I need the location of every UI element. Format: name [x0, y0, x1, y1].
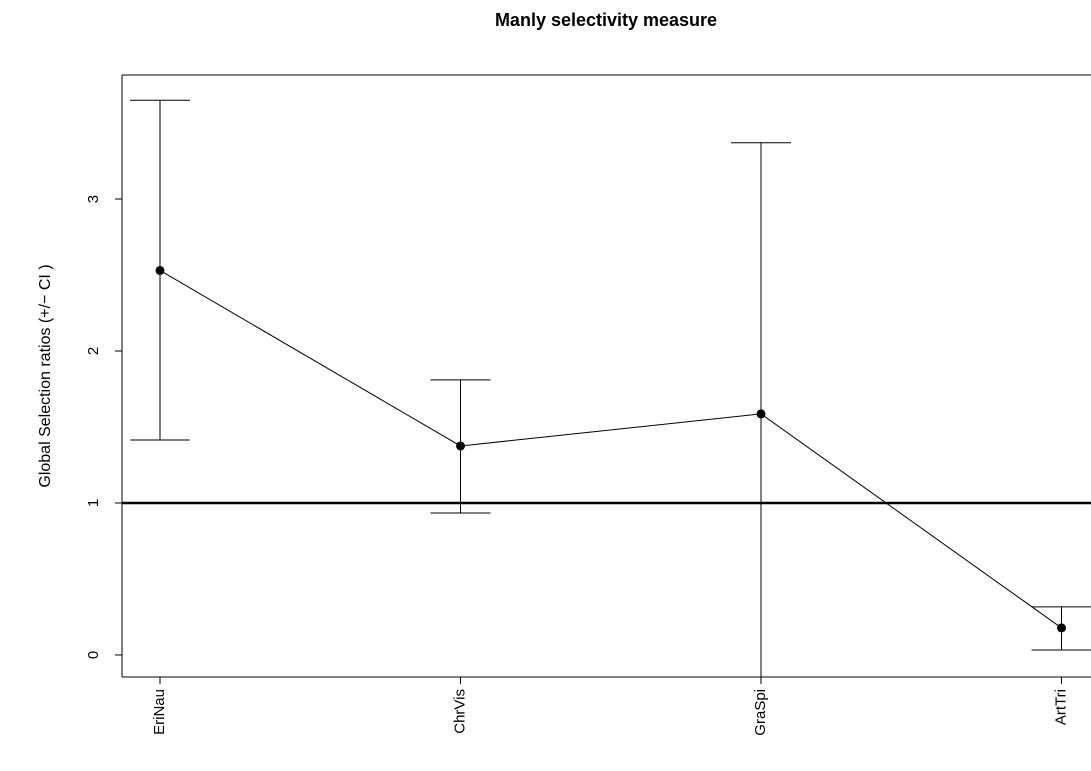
point — [756, 409, 766, 419]
y-tick-label: 0 — [85, 651, 102, 659]
y-tick-label: 1 — [85, 499, 102, 507]
x-tick-label: GraSpi — [752, 689, 769, 736]
x-tick-label: ArtTri — [1052, 689, 1069, 725]
y-axis-label: Global Selection ratios (+/− CI ) — [37, 264, 54, 487]
chart-title: Manly selectivity measure — [495, 10, 717, 30]
point — [155, 265, 165, 275]
y-tick-label: 2 — [85, 347, 102, 355]
point — [1057, 623, 1066, 633]
plot-area — [122, 99, 1091, 677]
point — [456, 441, 465, 451]
line — [159, 270, 1062, 629]
x-tick-label: ChrVis — [451, 689, 468, 734]
y-tick-label: 3 — [85, 195, 102, 203]
x-tick-label: EriNau — [151, 689, 168, 735]
